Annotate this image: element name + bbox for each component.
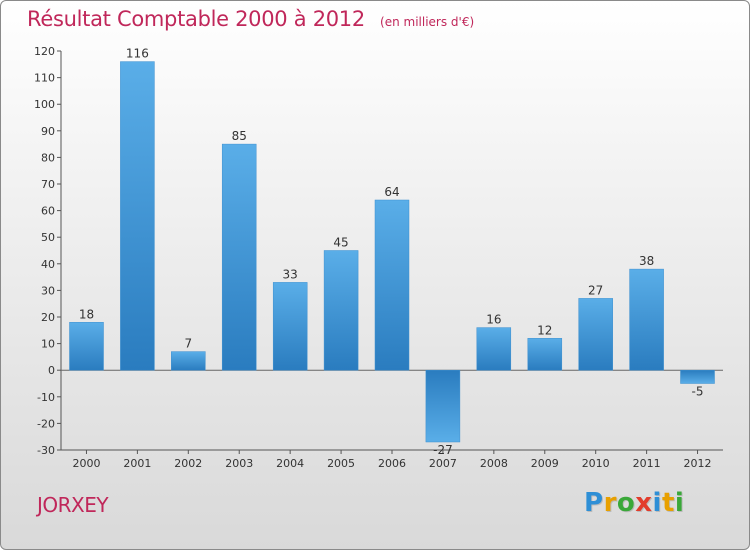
bar-2008[interactable]: [476, 327, 512, 371]
x-tick-label: 2005: [327, 457, 355, 470]
axes: 1201101009080706050403020100-10-20-30200…: [34, 45, 723, 470]
y-tick-label: 30: [41, 284, 55, 297]
x-tick-label: 2006: [378, 457, 406, 470]
data-label-2009: 12: [537, 323, 552, 337]
y-tick-label: -30: [37, 444, 55, 457]
data-label-2000: 18: [79, 307, 94, 321]
logo-letter: P: [584, 488, 604, 518]
bar-2010[interactable]: [578, 298, 613, 371]
bars: [69, 61, 715, 443]
logo-letter: o: [616, 488, 636, 518]
logo-letter: r: [603, 488, 617, 518]
y-tick-label: 20: [41, 311, 55, 324]
x-tick-label: 2007: [429, 457, 457, 470]
y-tick-label: 10: [41, 338, 55, 351]
bar-2003[interactable]: [221, 143, 257, 371]
y-tick-label: 40: [41, 258, 55, 271]
y-tick-label: 80: [41, 151, 55, 164]
y-tick-label: 70: [41, 178, 55, 191]
chart-subtitle: (en milliers d'€): [380, 15, 475, 29]
bar-2004[interactable]: [272, 282, 308, 371]
bar-2002[interactable]: [171, 351, 206, 371]
bar-2011[interactable]: [629, 268, 664, 371]
logo-letter: i: [652, 488, 662, 518]
data-labels: 18 116 7 85 33 45 64 -27 16 12 27 38 -5: [79, 47, 704, 457]
data-label-2007: -27: [433, 443, 453, 457]
title-row: Résultat Comptable 2000 à 2012 (en milli…: [27, 7, 474, 31]
data-label-2003: 85: [232, 129, 247, 143]
proxiti-logo[interactable]: Proxiti: [584, 488, 684, 518]
y-tick-label: 120: [34, 45, 55, 58]
logo-letter: x: [635, 488, 653, 518]
bar-2006[interactable]: [374, 199, 410, 371]
x-tick-label: 2011: [633, 457, 661, 470]
data-label-2004: 33: [283, 267, 298, 281]
x-tick-label: 2003: [225, 457, 253, 470]
x-tick-label: 2010: [582, 457, 610, 470]
x-tick-label: 2001: [123, 457, 151, 470]
data-label-2006: 64: [384, 185, 399, 199]
y-tick-label: 90: [41, 125, 55, 138]
data-label-2005: 45: [333, 236, 348, 250]
bar-2007[interactable]: [425, 369, 461, 443]
commune-name: JORXEY: [37, 493, 109, 517]
bar-2000[interactable]: [69, 322, 104, 371]
chart-title: Résultat Comptable 2000 à 2012: [27, 7, 365, 31]
x-tick-label: 2012: [684, 457, 712, 470]
x-tick-label: 2002: [174, 457, 202, 470]
y-tick-label: 100: [34, 98, 55, 111]
x-tick-label: 2009: [531, 457, 559, 470]
y-tick-label: -20: [37, 417, 55, 430]
x-tick-label: 2000: [72, 457, 100, 470]
x-tick-label: 2004: [276, 457, 304, 470]
y-tick-label: 110: [34, 72, 55, 85]
data-label-2012: -5: [692, 385, 704, 399]
y-tick-label: 50: [41, 231, 55, 244]
bar-2001[interactable]: [120, 61, 155, 371]
logo-letter: t: [661, 488, 675, 518]
data-label-2010: 27: [588, 283, 603, 297]
y-tick-label: 0: [48, 364, 55, 377]
logo-letter: i: [674, 488, 685, 518]
data-label-2001: 116: [126, 47, 149, 61]
bar-2009[interactable]: [527, 338, 563, 371]
y-tick-label: -10: [37, 391, 55, 404]
y-tick-label: 60: [41, 205, 55, 218]
data-label-2008: 16: [486, 313, 501, 327]
bar-2005[interactable]: [323, 250, 359, 371]
x-tick-label: 2008: [480, 457, 508, 470]
bar-2012[interactable]: [680, 369, 715, 384]
data-label-2011: 38: [639, 254, 654, 268]
data-label-2002: 7: [184, 337, 192, 351]
